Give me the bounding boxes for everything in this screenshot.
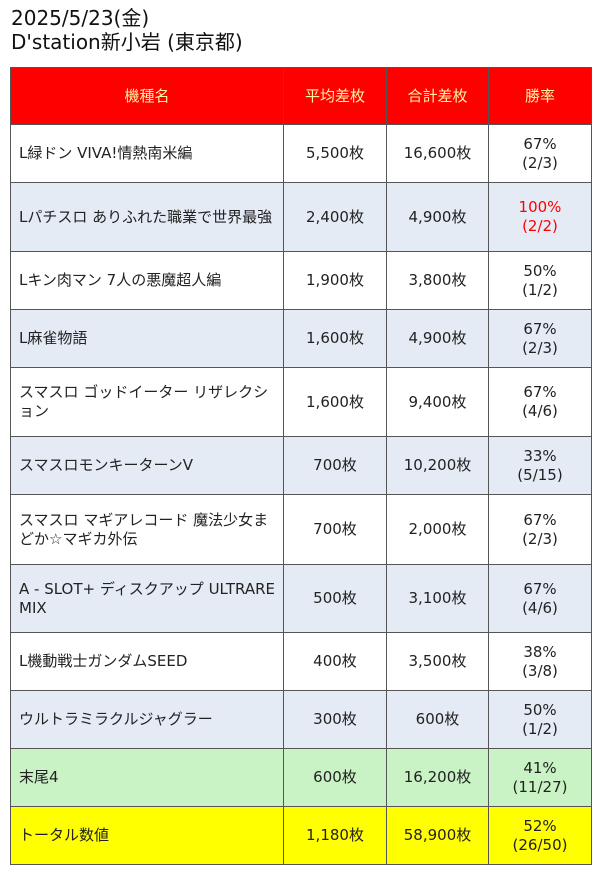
- win-rate: 52%: [523, 816, 557, 835]
- win-rate: 67%: [523, 510, 557, 529]
- win-record: (4/6): [522, 598, 558, 617]
- total-diff: 3,100枚: [386, 564, 489, 633]
- table-row: スマスロモンキーターンV 700枚 10,200枚 33% (5/15): [10, 436, 592, 495]
- machine-name: Lパチスロ ありふれた職業で世界最強: [10, 182, 284, 252]
- date-title: 2025/5/23(金): [11, 6, 150, 30]
- total-diff: 4,900枚: [386, 182, 489, 252]
- avg-diff: 1,900枚: [283, 251, 387, 310]
- table-row: スマスロ ゴッドイーター リザレクション 1,600枚 9,400枚 67% (…: [10, 367, 592, 437]
- total-diff: 600枚: [386, 690, 489, 749]
- machine-name: ウルトラミラクルジャグラー: [10, 690, 284, 749]
- win-record: (2/3): [522, 529, 558, 548]
- column-header-total-diff: 合計差枚: [386, 67, 489, 125]
- win-record: (2/2): [522, 217, 558, 235]
- win-record: (2/3): [522, 338, 558, 357]
- machine-name: L麻雀物語: [10, 309, 284, 368]
- avg-diff: 700枚: [283, 436, 387, 495]
- win-record: (1/2): [522, 280, 558, 299]
- total-diff: 3,800枚: [386, 251, 489, 310]
- machine-stats-table: 機種名 平均差枚 合計差枚 勝率 L緑ドン VIVA!情熱南米編 5,500枚 …: [10, 67, 592, 865]
- avg-diff: 500枚: [283, 564, 387, 633]
- win-record: (26/50): [512, 835, 568, 854]
- win-rate: 50%: [523, 700, 557, 719]
- machine-name: スマスロ マギアレコード 魔法少女まどか☆マギカ外伝: [10, 494, 284, 565]
- total-diff: 10,200枚: [386, 436, 489, 495]
- table-row: Lキン肉マン 7人の悪魔超人編 1,900枚 3,800枚 50% (1/2): [10, 251, 592, 310]
- win-rate: 67%: [523, 319, 557, 338]
- win-rate: 50%: [523, 261, 557, 280]
- column-header-avg-diff: 平均差枚: [283, 67, 387, 125]
- win-rate-cell: 67% (4/6): [488, 564, 592, 633]
- win-rate: 67%: [523, 383, 557, 401]
- win-rate-cell: 67% (2/3): [488, 124, 592, 183]
- table-row: L麻雀物語 1,600枚 4,900枚 67% (2/3): [10, 309, 592, 368]
- machine-name: L緑ドン VIVA!情熱南米編: [10, 124, 284, 183]
- machine-name: スマスロモンキーターンV: [10, 436, 284, 495]
- avg-diff: 300枚: [283, 690, 387, 749]
- table-row: ウルトラミラクルジャグラー 300枚 600枚 50% (1/2): [10, 690, 592, 749]
- win-record: (1/2): [522, 719, 558, 738]
- total-diff: 58,900枚: [386, 806, 489, 865]
- column-header-win-rate: 勝率: [488, 67, 592, 125]
- win-rate-cell: 67% (4/6): [488, 367, 592, 437]
- avg-diff: 5,500枚: [283, 124, 387, 183]
- win-rate: 100%: [518, 198, 562, 216]
- table-row: Lパチスロ ありふれた職業で世界最強 2,400枚 4,900枚 100% (2…: [10, 182, 592, 252]
- suffix-summary-row: 末尾4 600枚 16,200枚 41% (11/27): [10, 748, 592, 807]
- table-row: L機動戦士ガンダムSEED 400枚 3,500枚 38% (3/8): [10, 632, 592, 691]
- machine-name: L機動戦士ガンダムSEED: [10, 632, 284, 691]
- avg-diff: 400枚: [283, 632, 387, 691]
- win-rate: 33%: [523, 446, 557, 465]
- page-header: 2025/5/23(金) D'station新小岩 (東京都): [11, 6, 243, 54]
- win-rate: 67%: [523, 579, 557, 598]
- win-rate-cell: 50% (1/2): [488, 690, 592, 749]
- column-header-machine: 機種名: [10, 67, 284, 125]
- total-diff: 3,500枚: [386, 632, 489, 691]
- win-rate-cell: 38% (3/8): [488, 632, 592, 691]
- table-header-row: 機種名 平均差枚 合計差枚 勝率: [10, 67, 592, 125]
- table-row: スマスロ マギアレコード 魔法少女まどか☆マギカ外伝 700枚 2,000枚 6…: [10, 494, 592, 565]
- win-rate-cell: 67% (2/3): [488, 309, 592, 368]
- table-row: A - SLOT+ ディスクアップ ULTRAREMIX 500枚 3,100枚…: [10, 564, 592, 633]
- total-diff: 9,400枚: [386, 367, 489, 437]
- avg-diff: 700枚: [283, 494, 387, 565]
- avg-diff: 2,400枚: [283, 182, 387, 252]
- win-rate-cell: 41% (11/27): [488, 748, 592, 807]
- win-rate: 67%: [523, 134, 557, 153]
- summary-label: トータル数値: [10, 806, 284, 865]
- win-record: (5/15): [517, 465, 563, 484]
- win-rate-cell: 33% (5/15): [488, 436, 592, 495]
- total-diff: 4,900枚: [386, 309, 489, 368]
- win-rate-cell: 100% (2/2): [488, 182, 592, 252]
- table-row: L緑ドン VIVA!情熱南米編 5,500枚 16,600枚 67% (2/3): [10, 124, 592, 183]
- win-rate-cell: 50% (1/2): [488, 251, 592, 310]
- machine-name: Lキン肉マン 7人の悪魔超人編: [10, 251, 284, 310]
- total-diff: 16,200枚: [386, 748, 489, 807]
- total-diff: 2,000枚: [386, 494, 489, 565]
- avg-diff: 600枚: [283, 748, 387, 807]
- win-record: (4/6): [522, 402, 558, 420]
- avg-diff: 1,180枚: [283, 806, 387, 865]
- win-rate: 41%: [523, 758, 557, 777]
- machine-name: スマスロ ゴッドイーター リザレクション: [10, 367, 284, 437]
- avg-diff: 1,600枚: [283, 367, 387, 437]
- machine-name: A - SLOT+ ディスクアップ ULTRAREMIX: [10, 564, 284, 633]
- win-rate: 38%: [523, 642, 557, 661]
- total-summary-row: トータル数値 1,180枚 58,900枚 52% (26/50): [10, 806, 592, 865]
- win-record: (2/3): [522, 153, 558, 172]
- win-record: (3/8): [522, 661, 558, 680]
- store-title: D'station新小岩 (東京都): [11, 30, 243, 54]
- total-diff: 16,600枚: [386, 124, 489, 183]
- win-record: (11/27): [512, 777, 568, 796]
- win-rate-cell: 52% (26/50): [488, 806, 592, 865]
- summary-label: 末尾4: [10, 748, 284, 807]
- win-rate-cell: 67% (2/3): [488, 494, 592, 565]
- avg-diff: 1,600枚: [283, 309, 387, 368]
